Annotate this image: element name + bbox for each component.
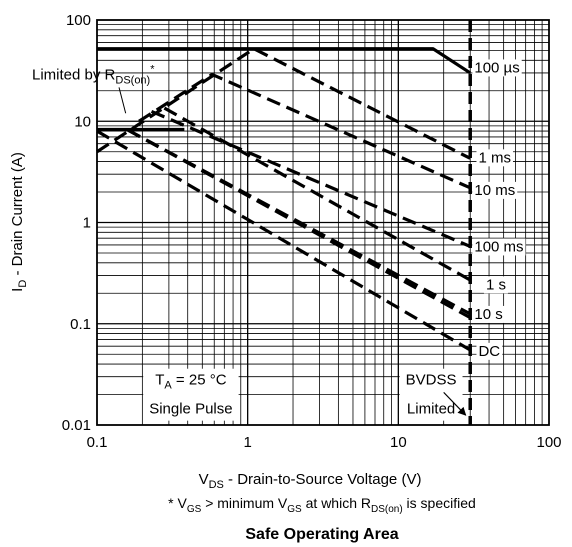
footnote-p2: > minimum V: [201, 495, 288, 511]
bvdss-annotation: BVDSS: [406, 372, 457, 389]
curve-100us: [96, 47, 471, 160]
conditions-box: [143, 368, 239, 421]
footnote-s1: GS: [187, 504, 202, 515]
footnote-s3: DS(on): [371, 504, 403, 515]
curve-label-bg: [483, 276, 508, 294]
curve-label-bg: [476, 342, 503, 360]
ta-main: T: [155, 372, 164, 389]
grid: [97, 20, 549, 425]
chart-title: Safe Operating Area: [245, 526, 398, 543]
curve-label-bg: [472, 238, 526, 256]
curve-label-text: 100 µs: [474, 59, 519, 76]
ta-annotation: TA = 25 °C: [155, 372, 226, 392]
x-tick-label: 100: [536, 434, 561, 451]
curve-label-bg: [472, 305, 505, 323]
x-tick-label: 0.1: [87, 434, 108, 451]
curve-label-text: 100 ms: [474, 238, 523, 255]
bvdss-arrow: [443, 391, 467, 416]
curve-label-100ms: 100 ms: [472, 238, 526, 256]
curve-label-1s: 1 s: [483, 276, 508, 294]
x-tick-labels: 0.1 1 10 100: [87, 434, 562, 451]
curve-label-100us: 100 µs: [472, 59, 522, 77]
footnote: * VGS > minimum VGS at which RDS(on) is …: [168, 495, 476, 515]
solid-limit-1: [97, 47, 472, 75]
ta-sub: A: [164, 380, 172, 392]
footnote-p4: is specified: [403, 495, 476, 511]
ta-rest: = 25 °C: [172, 372, 227, 389]
footnote-p1: * V: [168, 495, 187, 511]
y-label-main: I: [9, 288, 26, 292]
y-tick-label: 100: [66, 12, 91, 29]
curve-100ms: [163, 106, 472, 282]
curve-label-text: 1 s: [486, 276, 506, 293]
curve-dc: [96, 129, 472, 352]
curve-label-10ms: 10 ms: [472, 181, 518, 199]
curve-1ms: [138, 72, 471, 190]
curve-label-text: 1 ms: [478, 149, 511, 166]
rds-limit-pointer: [118, 87, 127, 114]
x-label-rest: - Drain-to-Source Voltage (V): [224, 471, 422, 488]
y-tick-labels: 0.01 0.1 1 10 100: [62, 12, 91, 434]
curve-label-text: DC: [478, 343, 500, 360]
x-label-main: V: [199, 471, 209, 488]
rds-limit-sub: DS(on): [115, 74, 150, 86]
curve-label-text: 10 ms: [474, 182, 515, 199]
rds-limit-main: Limited by R: [32, 66, 116, 83]
x-axis-label: VDS - Drain-to-Source Voltage (V): [199, 471, 422, 491]
x-label-sub: DS: [209, 479, 224, 491]
rds-limit-sup: *: [150, 63, 155, 75]
y-axis-label: ID - Drain Current (A): [9, 152, 29, 292]
rds-limit-annotation: Limited by RDS(on)*: [32, 63, 155, 86]
curve-label-1ms: 1 ms: [476, 149, 513, 167]
x-tick-label: 1: [243, 434, 251, 451]
y-tick-label: 1: [83, 215, 91, 232]
y-tick-label: 10: [74, 113, 91, 130]
footnote-s2: GS: [287, 504, 302, 515]
y-tick-label: 0.1: [70, 316, 91, 333]
curve-10ms: [150, 109, 471, 248]
y-label-sub: D: [17, 280, 29, 288]
solid-limit-lines: [97, 47, 472, 132]
curve-label-bg: [472, 59, 522, 77]
y-label-rest: - Drain Current (A): [9, 152, 26, 280]
curve-label-10s: 10 s: [472, 305, 505, 323]
single-pulse-annotation: Single Pulse: [149, 401, 232, 418]
curve-label-bg: [476, 149, 513, 167]
curve-label-dc: DC: [476, 342, 503, 360]
curve-label-bg: [472, 181, 518, 199]
x-tick-label: 10: [390, 434, 407, 451]
footnote-p3: at which R: [302, 495, 371, 511]
plot-frame: [96, 19, 550, 426]
bvdss-box: [399, 368, 463, 421]
curve-label-text: 10 s: [474, 306, 502, 323]
soa-curves: [96, 47, 472, 352]
bvdss-limited-annotation: Limited: [407, 401, 455, 418]
y-tick-label: 0.01: [62, 417, 91, 434]
curve-labels: 100 µs 1 ms 10 ms 100 ms 1 s 10 s DC: [472, 59, 526, 360]
curve-10s: [126, 128, 471, 320]
